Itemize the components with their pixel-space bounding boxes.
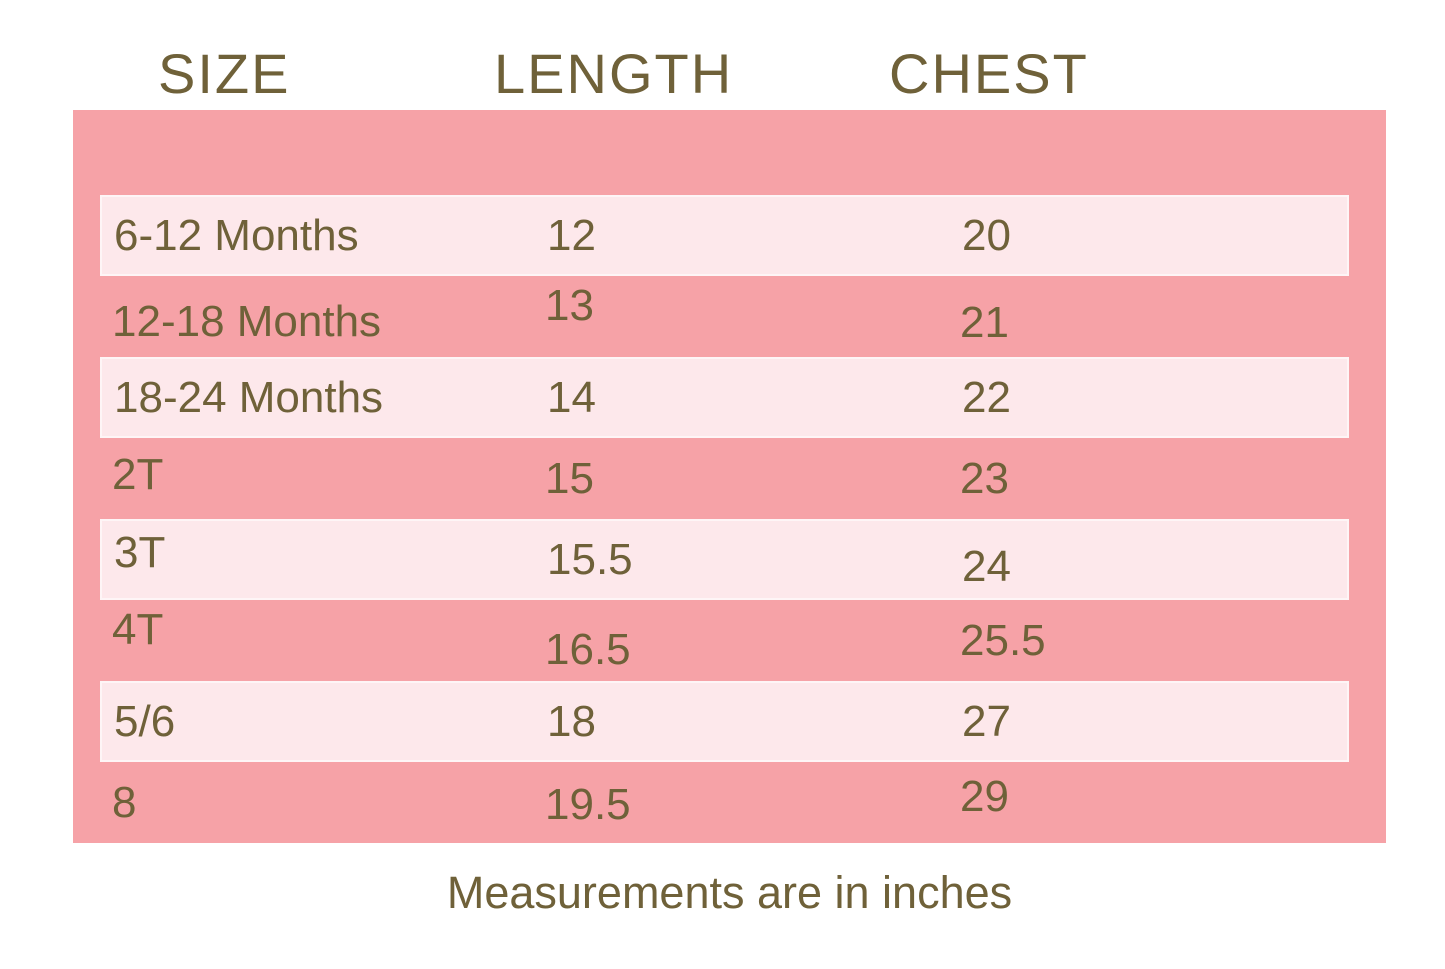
- table-row: 6-12 Months 12 20: [100, 195, 1349, 276]
- size-cell: 12-18 Months: [112, 296, 382, 346]
- column-header-size: SIZE: [158, 42, 291, 105]
- chest-cell: 21: [960, 297, 1009, 347]
- size-chart-panel: 6-12 Months 12 20 12-18 Months 13 21 18-…: [73, 110, 1386, 843]
- chest-cell: 20: [962, 210, 1011, 260]
- chest-cell: 27: [962, 696, 1011, 746]
- chest-cell: 23: [960, 453, 1009, 503]
- table-row: 2T 15 23: [100, 438, 1349, 519]
- length-cell: 16.5: [545, 624, 631, 674]
- length-cell: 15: [545, 453, 594, 503]
- length-cell: 14: [547, 372, 596, 422]
- length-cell: 15.5: [547, 534, 633, 584]
- column-header-length: LENGTH: [494, 42, 734, 105]
- column-headers: SIZE LENGTH CHEST: [0, 44, 1445, 104]
- chest-cell: 22: [962, 372, 1011, 422]
- table-row: 4T 16.5 25.5: [100, 600, 1349, 681]
- size-cell: 5/6: [114, 696, 176, 746]
- table-row: 12-18 Months 13 21: [100, 276, 1349, 357]
- length-cell: 13: [545, 280, 594, 330]
- chest-cell: 24: [962, 541, 1011, 591]
- table-row: 3T 15.5 24: [100, 519, 1349, 600]
- length-cell: 18: [547, 696, 596, 746]
- table-row: 18-24 Months 14 22: [100, 357, 1349, 438]
- length-cell: 19.5: [545, 779, 631, 829]
- size-cell: 2T: [112, 449, 164, 499]
- chest-cell: 25.5: [960, 615, 1046, 665]
- size-cell: 18-24 Months: [114, 372, 384, 422]
- length-cell: 12: [547, 210, 596, 260]
- measurements-footnote: Measurements are in inches: [446, 867, 1013, 918]
- size-cell: 8: [112, 777, 137, 827]
- size-cell: 3T: [114, 527, 166, 577]
- table-row: 8 19.5 29: [100, 762, 1349, 843]
- chest-cell: 29: [960, 771, 1009, 821]
- size-cell: 4T: [112, 604, 164, 654]
- size-cell: 6-12 Months: [114, 210, 359, 260]
- size-chart-rows: 6-12 Months 12 20 12-18 Months 13 21 18-…: [100, 195, 1349, 843]
- column-header-chest: CHEST: [889, 42, 1089, 105]
- table-row: 5/6 18 27: [100, 681, 1349, 762]
